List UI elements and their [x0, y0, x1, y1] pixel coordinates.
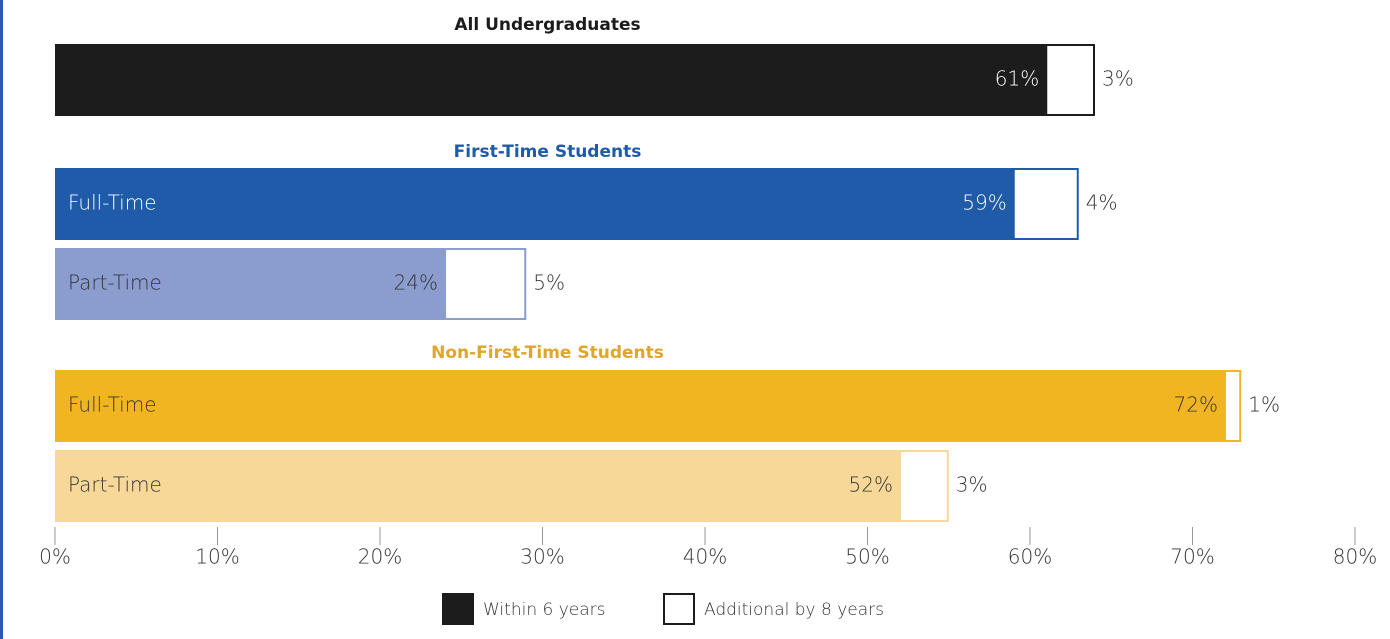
value-label: 5% — [533, 271, 565, 295]
x-tick-label: 0% — [39, 545, 71, 569]
value-label: 3% — [1102, 67, 1134, 91]
bar-within — [55, 44, 1047, 116]
value-label: 1% — [1248, 393, 1280, 417]
x-tick-label: 40% — [683, 545, 727, 569]
x-tick-label: 80% — [1333, 545, 1377, 569]
x-tick-label: 10% — [195, 545, 239, 569]
x-tick-label: 50% — [845, 545, 889, 569]
bar-additional — [1012, 168, 1079, 240]
bar-within — [55, 168, 1014, 240]
value-label: 52% — [849, 473, 893, 497]
value-label: 72% — [1174, 393, 1218, 417]
group-title: All Undergraduates — [454, 15, 640, 35]
value-label: 24% — [394, 271, 438, 295]
x-tick-label: 20% — [358, 545, 402, 569]
value-label: 61% — [995, 67, 1039, 91]
value-label: 59% — [962, 191, 1006, 215]
bar-within — [55, 450, 900, 522]
legend-label: Additional by 8 years — [704, 600, 884, 620]
group-title: Non-First-Time Students — [431, 343, 664, 363]
bar-additional — [899, 450, 949, 522]
x-tick-label: 60% — [1008, 545, 1052, 569]
bar-additional — [444, 248, 527, 320]
bar-additional — [1224, 370, 1242, 442]
category-label: Part-Time — [68, 271, 162, 295]
category-label: Full-Time — [68, 191, 157, 215]
bar-within — [55, 370, 1225, 442]
value-label: 4% — [1086, 191, 1118, 215]
bar-additional — [1045, 44, 1095, 116]
x-tick-label: 70% — [1170, 545, 1214, 569]
bar-within — [55, 248, 445, 320]
legend-swatch — [663, 593, 695, 625]
value-label: 3% — [956, 473, 988, 497]
category-label: Full-Time — [68, 393, 157, 417]
category-label: Part-Time — [68, 473, 162, 497]
legend-label: Within 6 years — [483, 600, 606, 620]
group-title: First-Time Students — [454, 142, 642, 162]
legend-swatch — [442, 593, 474, 625]
frame-edge — [0, 0, 3, 639]
x-tick-label: 30% — [520, 545, 564, 569]
